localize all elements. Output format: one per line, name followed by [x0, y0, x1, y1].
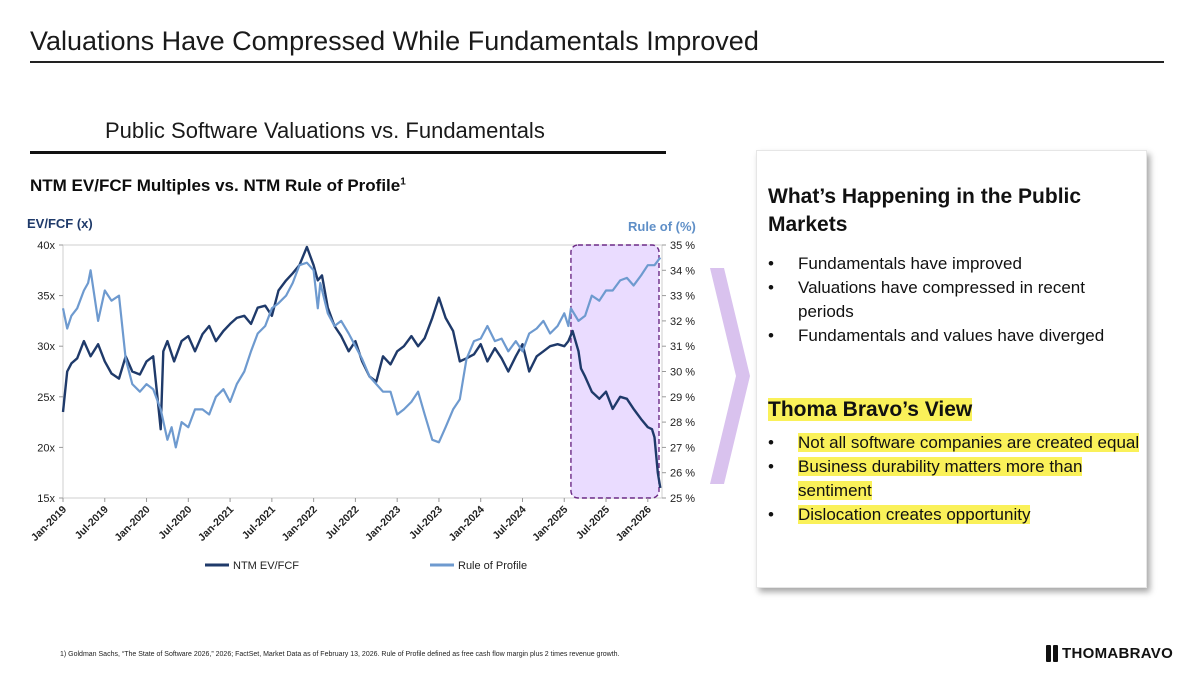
y-tick-right-label: 32 % — [670, 316, 695, 328]
y-tick-right-label: 35 % — [670, 240, 695, 252]
x-tick-label: Jul-2023 — [407, 504, 445, 542]
y-tick-left-label: 15x — [37, 493, 55, 505]
view-bullet: Business durability matters more than se… — [768, 455, 1140, 503]
y-tick-right-label: 30 % — [670, 367, 695, 379]
page-title: Valuations Have Compressed While Fundame… — [30, 26, 759, 56]
title-divider — [30, 61, 1164, 63]
market-bullet-text: Valuations have compressed in recent per… — [798, 278, 1085, 321]
x-tick-label: Jul-2024 — [490, 504, 528, 542]
chart-title-text: NTM EV/FCF Multiples vs. NTM Rule of Pro… — [30, 176, 401, 195]
chart-title-footnote-mark: 1 — [400, 176, 406, 188]
y-tick-right-label: 29 % — [670, 392, 695, 404]
y-tick-left-label: 25x — [37, 392, 55, 404]
footnote: 1) Goldman Sachs, “The State of Software… — [60, 651, 620, 658]
y-tick-left-label: 20x — [37, 442, 55, 454]
logo-mark-icon — [1046, 644, 1058, 662]
panel-heading: What’s Happening in the Public Markets — [768, 185, 1082, 236]
market-bullet: Fundamentals have improved — [768, 252, 1140, 276]
x-tick-label: Jan-2019 — [29, 504, 69, 544]
x-tick-label: Jan-2021 — [196, 504, 236, 544]
market-bullet-text: Fundamentals have improved — [798, 254, 1022, 273]
x-tick-label: Jul-2020 — [156, 504, 194, 542]
y-tick-right-label: 31 % — [670, 341, 695, 353]
x-tick-label: Jan-2025 — [530, 504, 570, 544]
y-tick-right-label: 27 % — [670, 442, 695, 454]
view-bullet: Not all software companies are created e… — [768, 431, 1140, 455]
commentary-panel: What’s Happening in the Public Markets F… — [756, 150, 1147, 588]
highlight-region — [570, 244, 660, 499]
view-bullet-text: Business durability matters more than se… — [798, 457, 1083, 500]
x-tick-label: Jan-2020 — [112, 504, 152, 544]
x-tick-label: Jan-2024 — [447, 504, 487, 544]
view-bullet-text: Dislocation creates opportunity — [798, 505, 1031, 524]
y-tick-right-label: 25 % — [670, 493, 695, 505]
series-line-rule-of-profile — [61, 256, 662, 449]
y-tick-left-label: 35x — [37, 291, 55, 303]
legend-label: NTM EV/FCF — [233, 560, 299, 572]
x-tick-label: Jul-2025 — [574, 504, 612, 542]
view-title: Thoma Bravo’s View — [768, 398, 973, 422]
view-bullets: Not all software companies are created e… — [768, 431, 1140, 527]
y-axis-left-label: EV/FCF (x) — [27, 216, 93, 231]
market-bullet-text: Fundamentals and values have diverged — [798, 326, 1105, 345]
y-tick-right-label: 33 % — [670, 291, 695, 303]
y-tick-left-label: 30x — [37, 341, 55, 353]
x-tick-label: Jul-2022 — [323, 504, 361, 542]
y-tick-left-label: 40x — [37, 240, 55, 252]
market-bullets: Fundamentals have improved Valuations ha… — [768, 252, 1140, 348]
y-tick-right-label: 26 % — [670, 468, 695, 480]
chevron-arrow-icon — [710, 268, 750, 484]
view-bullet-text: Not all software companies are created e… — [798, 433, 1140, 452]
section-title: Public Software Valuations vs. Fundament… — [105, 118, 545, 143]
view-title-text: Thoma Bravo’s View — [768, 398, 973, 421]
x-tick-label: Jul-2019 — [73, 504, 111, 542]
market-bullet: Valuations have compressed in recent per… — [768, 276, 1140, 324]
x-tick-label: Jan-2026 — [614, 504, 654, 544]
chart-title: NTM EV/FCF Multiples vs. NTM Rule of Pro… — [30, 176, 406, 196]
x-tick-label: Jan-2023 — [363, 504, 403, 544]
market-bullet: Fundamentals and values have diverged — [768, 324, 1140, 348]
x-tick-label: Jan-2022 — [279, 504, 319, 544]
company-logo: THOMABRAVO — [1046, 644, 1173, 662]
section-divider — [30, 151, 666, 154]
legend-label: Rule of Profile — [458, 560, 527, 572]
y-tick-right-label: 34 % — [670, 265, 695, 277]
dual-axis-line-chart: 40x 35x 30x 25x 20x 15x 35 % 34 % 33 % 32 % 31 % 30… — [29, 240, 750, 572]
view-bullet: Dislocation creates opportunity — [768, 503, 1140, 527]
logo-text: THOMABRAVO — [1062, 644, 1174, 662]
y-axis-right-label: Rule of (%) — [628, 219, 696, 234]
y-tick-right-label: 28 % — [670, 417, 695, 429]
x-tick-label: Jul-2021 — [240, 504, 278, 542]
